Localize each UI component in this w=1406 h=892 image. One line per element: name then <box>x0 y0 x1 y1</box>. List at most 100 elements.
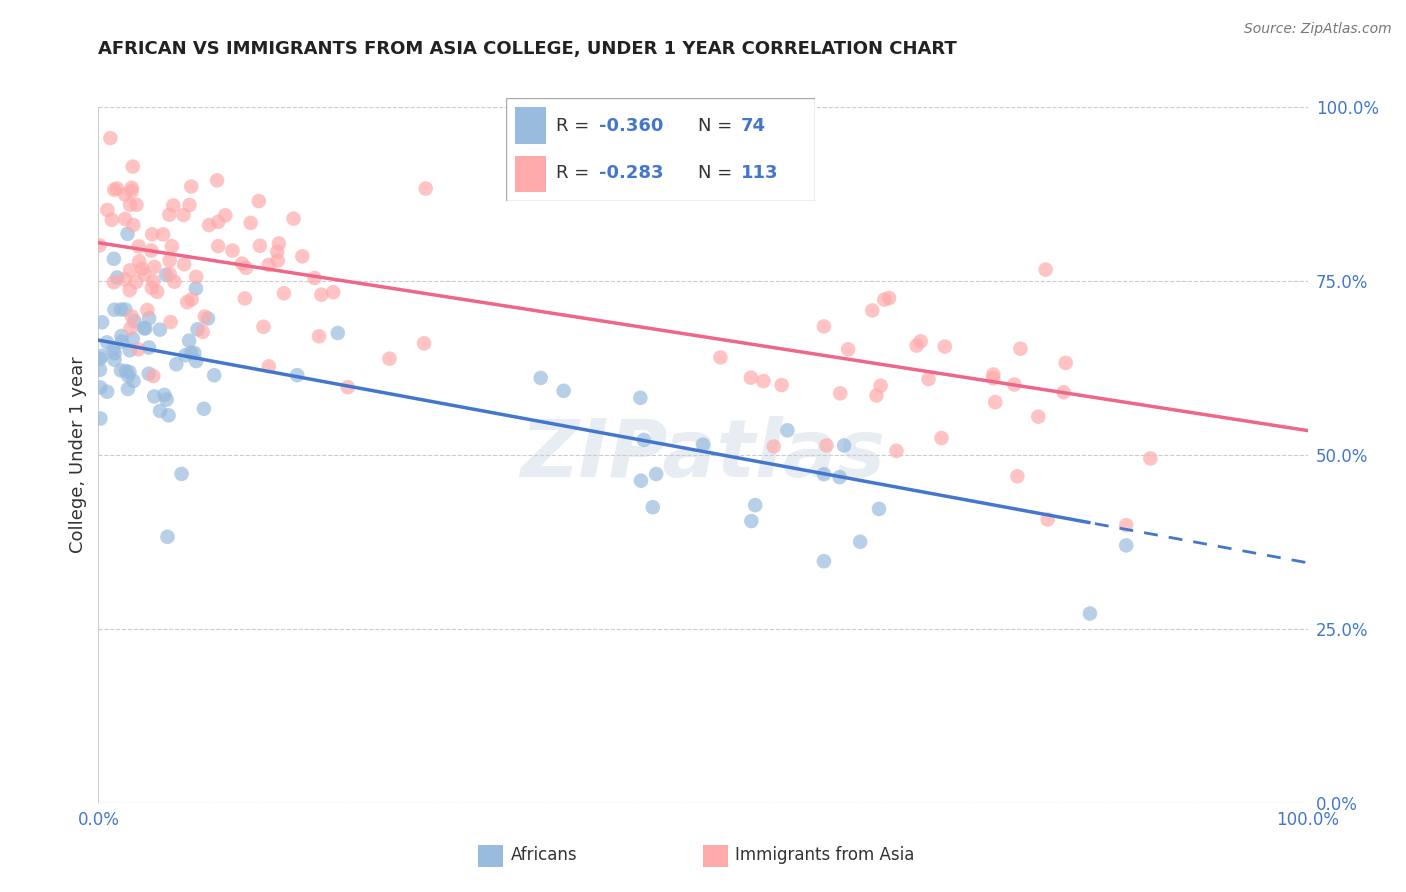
Point <box>118 197 141 211</box>
Point <box>89 351 111 366</box>
Point <box>193 401 215 416</box>
Point <box>141 227 163 242</box>
Point <box>752 374 775 388</box>
Point <box>110 329 132 343</box>
FancyBboxPatch shape <box>516 107 547 145</box>
Point <box>197 311 219 326</box>
Point <box>1035 262 1057 277</box>
Point <box>121 310 143 324</box>
Point <box>124 314 146 328</box>
Point <box>117 382 139 396</box>
Point <box>180 293 202 307</box>
Point <box>121 181 143 195</box>
Point <box>865 388 887 402</box>
Point <box>285 368 308 383</box>
Point <box>141 281 163 295</box>
Text: R =: R = <box>555 117 595 135</box>
Point <box>90 349 112 363</box>
Point <box>141 244 163 258</box>
Point <box>118 365 141 379</box>
Point <box>103 252 125 266</box>
Point <box>153 388 176 402</box>
Point <box>628 391 651 405</box>
Point <box>249 239 271 253</box>
Point <box>157 208 180 222</box>
Point <box>128 254 150 268</box>
Point <box>304 271 326 285</box>
Point <box>180 179 202 194</box>
Point <box>849 534 872 549</box>
Point <box>378 351 401 366</box>
Text: Africans: Africans <box>510 847 576 864</box>
Point <box>187 322 209 336</box>
Point <box>134 267 156 281</box>
Point <box>174 348 197 362</box>
Point <box>311 287 333 301</box>
Point <box>149 404 172 418</box>
Point <box>96 202 118 217</box>
Point <box>1115 538 1137 552</box>
Point <box>776 423 799 437</box>
Point <box>1054 356 1077 370</box>
Point <box>413 336 436 351</box>
Point <box>207 239 229 253</box>
Point <box>207 215 229 229</box>
Point <box>89 363 111 377</box>
Point <box>267 236 290 251</box>
Point <box>172 208 194 222</box>
Point <box>125 198 148 212</box>
Point <box>91 315 114 329</box>
Point <box>170 467 193 481</box>
Point <box>202 368 225 383</box>
Point <box>183 346 205 360</box>
Text: -0.360: -0.360 <box>599 117 664 135</box>
Point <box>837 343 859 357</box>
Point <box>291 249 314 263</box>
Point <box>110 302 132 317</box>
Point <box>252 319 274 334</box>
FancyBboxPatch shape <box>478 845 503 867</box>
Point <box>114 187 136 202</box>
Point <box>180 345 202 359</box>
Point <box>89 411 111 425</box>
Point <box>136 303 159 318</box>
Point <box>770 378 793 392</box>
Point <box>235 260 257 275</box>
Point <box>336 380 359 394</box>
Point <box>813 554 835 568</box>
Point <box>830 386 852 401</box>
Point <box>553 384 575 398</box>
Point <box>233 292 256 306</box>
Point <box>984 395 1007 409</box>
Point <box>917 372 939 386</box>
Point <box>152 227 174 242</box>
Point <box>121 332 143 346</box>
Point <box>740 370 762 384</box>
Point <box>273 286 295 301</box>
Point <box>813 319 835 334</box>
Point <box>813 467 835 482</box>
Point <box>127 343 149 357</box>
Point <box>179 198 201 212</box>
Point <box>931 431 953 445</box>
Point <box>143 260 166 274</box>
Point <box>103 183 125 197</box>
Point <box>159 315 181 329</box>
Point <box>125 275 148 289</box>
Point <box>257 359 280 374</box>
Point <box>645 467 668 481</box>
Point <box>1007 469 1029 483</box>
FancyBboxPatch shape <box>506 98 815 201</box>
Point <box>860 303 883 318</box>
Point <box>868 502 890 516</box>
Point <box>266 244 288 259</box>
Point <box>815 438 838 452</box>
Point <box>114 212 136 227</box>
Point <box>205 173 228 187</box>
Point <box>134 321 156 335</box>
Point <box>117 368 139 383</box>
Point <box>89 238 111 252</box>
Point <box>89 380 111 394</box>
Point <box>138 367 160 381</box>
Point <box>114 272 136 286</box>
